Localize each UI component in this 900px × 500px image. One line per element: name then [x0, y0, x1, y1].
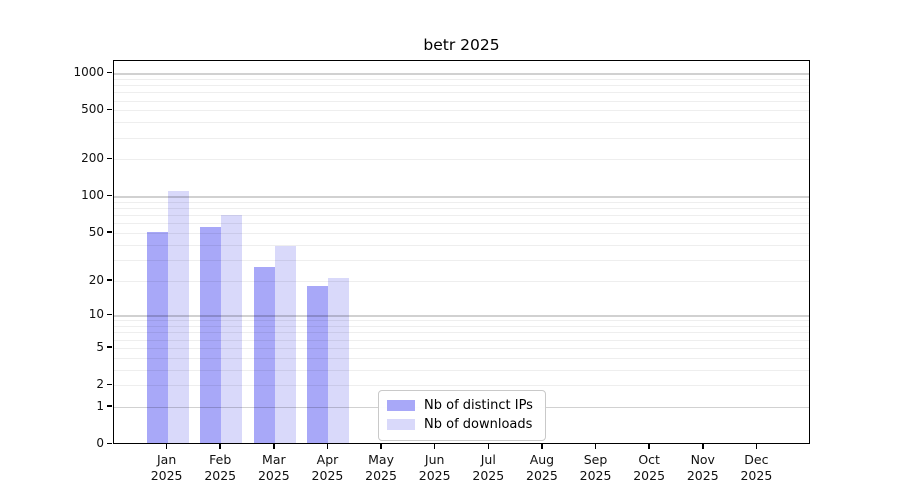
y-tick-label-1000: 1000 [73, 65, 104, 80]
gridline-minor-800 [114, 85, 809, 87]
x-tick-mark-oct [648, 444, 650, 449]
x-tick-label-jun: Jun 2025 [418, 452, 451, 483]
gridline-minor-300 [114, 137, 809, 139]
bar-downloads-apr [328, 278, 350, 444]
legend-label-distinct-ips: Nb of distinct IPs [424, 398, 533, 413]
bar-distinct-ips-apr [307, 285, 329, 444]
x-tick-label-feb: Feb 2025 [204, 452, 237, 483]
y-tick-mark-1 [107, 405, 112, 407]
x-tick-label-oct: Oct 2025 [633, 452, 666, 483]
bar-distinct-ips-jan [146, 231, 168, 444]
y-tick-mark-1000 [107, 71, 112, 74]
gridline-minor-600 [114, 100, 809, 102]
y-tick-label-10: 10 [88, 307, 104, 322]
plot-area [113, 60, 810, 444]
legend-entry-distinct-ips: Nb of distinct IPs [387, 396, 536, 415]
x-tick-label-nov: Nov 2025 [686, 452, 719, 483]
x-tick-label-jan: Jan 2025 [150, 452, 183, 483]
x-tick-mark-aug [541, 444, 543, 449]
y-tick-mark-20 [107, 279, 112, 281]
gridline-major-1000 [114, 73, 809, 75]
legend: Nb of distinct IPs Nb of downloads [378, 390, 546, 441]
gridline-minor-200 [114, 159, 809, 161]
x-tick-mark-jul [487, 444, 490, 449]
distinct-ips-swatch [387, 400, 415, 411]
gridline-minor-90 [114, 201, 809, 203]
gridline-minor-60 [114, 223, 809, 225]
bar-downloads-jan [167, 191, 189, 444]
x-tick-mark-feb [219, 444, 221, 449]
x-tick-mark-nov [702, 444, 704, 449]
gridline-minor-900 [114, 78, 809, 80]
y-tick-label-500: 500 [81, 102, 104, 117]
y-tick-mark-50 [107, 231, 112, 233]
x-tick-mark-jan [165, 444, 168, 449]
y-tick-mark-10 [107, 313, 112, 316]
y-tick-label-200: 200 [81, 151, 104, 166]
y-tick-label-50: 50 [88, 224, 104, 239]
gridline-minor-400 [114, 122, 809, 124]
gridline-minor-500 [114, 110, 809, 112]
y-tick-mark-2 [107, 383, 112, 386]
y-tick-label-2: 2 [96, 377, 104, 392]
x-tick-mark-apr [326, 444, 329, 449]
x-tick-label-dec: Dec 2025 [740, 452, 773, 483]
downloads-swatch [387, 419, 415, 430]
x-tick-mark-dec [755, 444, 758, 449]
y-tick-label-20: 20 [88, 272, 104, 287]
bar-downloads-mar [274, 245, 296, 444]
y-tick-mark-500 [107, 108, 112, 111]
x-tick-mark-mar [273, 444, 275, 449]
gridline-minor-80 [114, 208, 809, 210]
x-tick-mark-sep [594, 444, 597, 449]
y-tick-mark-0 [107, 442, 112, 444]
bar-distinct-ips-feb [200, 226, 222, 444]
y-tick-label-0: 0 [96, 436, 104, 450]
y-tick-mark-100 [107, 194, 112, 197]
gridline-major-100 [114, 196, 809, 198]
x-tick-label-mar: Mar 2025 [257, 452, 290, 483]
y-tick-label-5: 5 [96, 339, 104, 354]
chart-title: betr 2025 [423, 36, 500, 54]
x-tick-label-sep: Sep 2025 [579, 452, 612, 483]
x-tick-mark-jun [433, 444, 436, 449]
legend-entry-downloads: Nb of downloads [387, 415, 536, 434]
gridline-minor-700 [114, 92, 809, 94]
bar-distinct-ips-mar [253, 267, 275, 444]
bar-downloads-feb [221, 215, 243, 444]
legend-label-downloads: Nb of downloads [424, 417, 533, 432]
y-tick-label-100: 100 [81, 188, 104, 203]
x-tick-label-apr: Apr 2025 [311, 452, 344, 483]
y-tick-mark-5 [107, 346, 112, 348]
y-tick-label-1: 1 [96, 398, 104, 413]
x-tick-label-aug: Aug 2025 [526, 452, 558, 483]
x-tick-label-may: May 2025 [365, 452, 397, 483]
x-tick-mark-may [380, 444, 382, 449]
y-tick-mark-200 [107, 157, 112, 160]
gridline-minor-70 [114, 215, 809, 217]
x-tick-label-jul: Jul 2025 [472, 452, 505, 483]
